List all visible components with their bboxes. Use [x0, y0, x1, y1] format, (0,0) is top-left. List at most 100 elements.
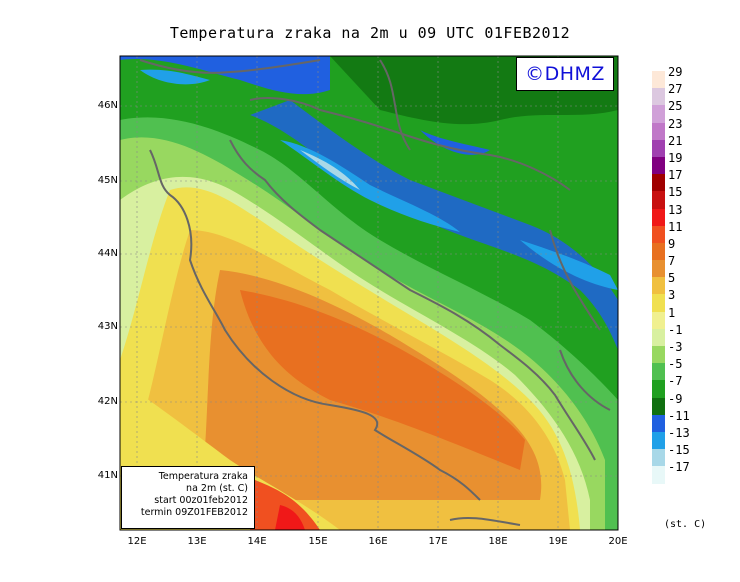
legend-swatch	[652, 105, 665, 123]
lon-label: 17E	[428, 536, 448, 547]
legend-swatch	[652, 71, 665, 89]
lat-label: 42N	[97, 396, 118, 407]
legend-row: 29	[652, 65, 732, 89]
legend-row: -5	[652, 357, 732, 381]
lon-label: 14E	[247, 536, 267, 547]
legend-row: -9	[652, 392, 732, 415]
legend-swatch	[652, 156, 665, 175]
legend-row: 15	[652, 185, 732, 209]
legend-row: 17	[652, 168, 732, 192]
legend-swatch	[652, 380, 665, 398]
legend-swatch	[652, 88, 665, 106]
legend-label: -3	[668, 340, 683, 354]
info-line: Temperatura zraka	[158, 471, 248, 482]
forecast-info-box: Temperatura zraka na 2m (st. C) start 00…	[121, 466, 255, 529]
legend-label: 13	[668, 202, 683, 217]
legend-swatch	[652, 208, 665, 226]
legend-row: -11	[652, 409, 732, 432]
lon-label: 15E	[308, 536, 328, 547]
legend-label: 5	[668, 271, 676, 286]
coastlines	[139, 59, 611, 526]
lat-label: 46N	[97, 100, 118, 111]
legend-label: 1	[668, 305, 676, 320]
legend-row: 11	[652, 220, 732, 243]
legend-swatch	[652, 277, 665, 295]
legend-label: -11	[668, 408, 690, 423]
legend-row: 19	[652, 151, 732, 175]
legend-label: 7	[668, 254, 676, 269]
legend-label: 3	[668, 288, 676, 303]
legend-label: -17	[668, 460, 690, 475]
legend-swatch	[652, 294, 665, 312]
legend-swatch	[652, 328, 665, 346]
legend-label: 11	[668, 219, 683, 234]
legend-row: 25	[652, 99, 732, 123]
legend-row: -3	[652, 340, 732, 364]
lon-label: 12E	[127, 536, 147, 547]
info-line: start 00z01feb2012	[154, 495, 248, 506]
lon-label: 19E	[548, 536, 568, 547]
legend-row: 1	[652, 306, 732, 329]
legend-row: -7	[652, 374, 732, 398]
legend-row: 7	[652, 254, 732, 278]
legend-label: -7	[668, 374, 683, 389]
info-line: na 2m (st. C)	[186, 483, 248, 494]
legend-swatch	[652, 122, 665, 140]
legend-label: 15	[668, 185, 683, 200]
legend-swatch	[652, 311, 665, 329]
legend-swatch	[652, 449, 665, 467]
lat-label: 45N	[97, 175, 118, 186]
legend-swatch	[652, 225, 665, 243]
legend-swatch	[652, 397, 665, 415]
legend-swatch	[652, 431, 665, 450]
legend-row: 13	[652, 203, 732, 226]
lat-label: 41N	[97, 470, 118, 481]
legend-label: 21	[668, 133, 683, 148]
temperature-field	[120, 56, 618, 530]
lon-label: 16E	[368, 536, 388, 547]
dhmz-logo: ©DHMZ	[516, 57, 614, 91]
map-title: Temperatura zraka na 2m u 09 UTC 01FEB20…	[169, 24, 571, 42]
info-line: termin 09Z01FEB2012	[140, 507, 248, 518]
grid-lines	[120, 56, 618, 530]
legend-label: 23	[668, 116, 683, 131]
legend-swatch	[652, 260, 665, 278]
legend-label: -13	[668, 425, 690, 440]
legend-row: -17	[652, 460, 732, 484]
legend-label: 29	[668, 65, 683, 79]
legend-label: 17	[668, 168, 683, 183]
legend-swatch	[652, 242, 665, 261]
lat-label: 44N	[97, 248, 118, 259]
legend-row: -1	[652, 323, 732, 346]
legend-label: -9	[668, 391, 683, 406]
legend-swatch	[652, 174, 665, 192]
legend-label: -5	[668, 357, 683, 372]
legend-label: 19	[668, 150, 683, 165]
legend-row: 21	[652, 134, 732, 157]
legend-label: 9	[668, 236, 676, 251]
legend-unit: (st. C)	[664, 519, 707, 530]
lat-label: 43N	[97, 321, 118, 332]
legend-swatch	[652, 139, 665, 157]
legend-label: 27	[668, 82, 683, 97]
legend-row: -13	[652, 426, 732, 450]
legend-row: 5	[652, 271, 732, 295]
legend-row: 3	[652, 288, 732, 312]
lon-label: 18E	[488, 536, 508, 547]
legend-swatch	[652, 363, 665, 381]
legend-label: 25	[668, 99, 683, 114]
legend-row: -15	[652, 443, 732, 467]
legend-swatch	[652, 191, 665, 209]
color-legend: 29 27 25 23 21 19 17 15 13 11 9 7 5 3 1 -1 -3 -5 -7 -9 -11 -1…	[652, 65, 732, 484]
legend-swatch	[652, 466, 665, 484]
legend-row: 9	[652, 237, 732, 261]
lon-label: 20E	[608, 536, 628, 547]
legend-row: 23	[652, 117, 732, 140]
lon-label: 13E	[187, 536, 207, 547]
legend-swatch	[652, 414, 665, 432]
legend-row: 27	[652, 82, 732, 106]
legend-label: -15	[668, 443, 690, 458]
legend-label: -1	[668, 322, 683, 337]
legend-swatch	[652, 346, 665, 364]
